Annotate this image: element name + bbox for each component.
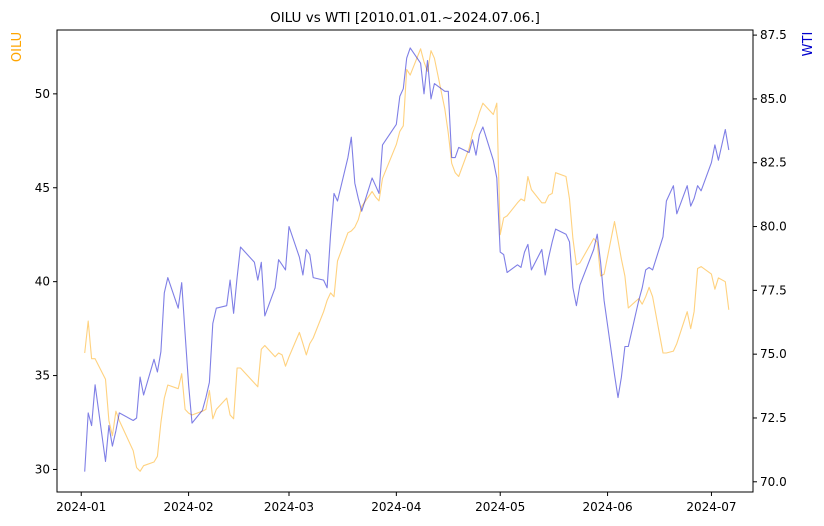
- x-tick-label: 2024-06: [582, 500, 632, 514]
- y-right-tick-label: 85.0: [760, 92, 787, 106]
- x-tick-label: 2024-05: [475, 500, 525, 514]
- y-right-tick-label: 87.5: [760, 28, 787, 42]
- series-line-oilu: [84, 48, 730, 472]
- x-tick-label: 2024-07: [686, 500, 736, 514]
- y-left-tick-label: 30: [35, 462, 50, 476]
- y-axis-right-label: WTI: [801, 32, 816, 57]
- y-right-tick-label: 77.5: [760, 283, 787, 297]
- y-right-tick-label: 72.5: [760, 411, 787, 425]
- axes-layer: 2024-01 2024-02 2024-03 2024-04 2024-05 2024-…: [35, 28, 787, 514]
- y-right-tick-label: 70.0: [760, 475, 787, 489]
- x-tick-label: 2024-03: [264, 500, 314, 514]
- y-axis-left-label: OILU: [10, 32, 25, 62]
- x-tick-label: 2024-02: [164, 500, 214, 514]
- y-left-tick-label: 35: [35, 369, 50, 383]
- y-right-tick-label: 80.0: [760, 220, 787, 234]
- series-line-wti: [84, 47, 730, 472]
- y-left-tick-label: 50: [35, 87, 50, 101]
- plot-frame: [56, 29, 754, 493]
- x-tick-label: 2024-04: [371, 500, 421, 514]
- y-right-tick-label: 82.5: [760, 156, 787, 170]
- chart-title: OILU vs WTI [2010.01.01.~2024.07.06.]: [270, 10, 540, 26]
- y-left-tick-label: 40: [35, 275, 50, 289]
- x-tick-label: 2024-01: [56, 500, 106, 514]
- series-layer: [84, 47, 730, 472]
- y-left-tick-label: 45: [35, 181, 50, 195]
- y-right-tick-label: 75.0: [760, 347, 787, 361]
